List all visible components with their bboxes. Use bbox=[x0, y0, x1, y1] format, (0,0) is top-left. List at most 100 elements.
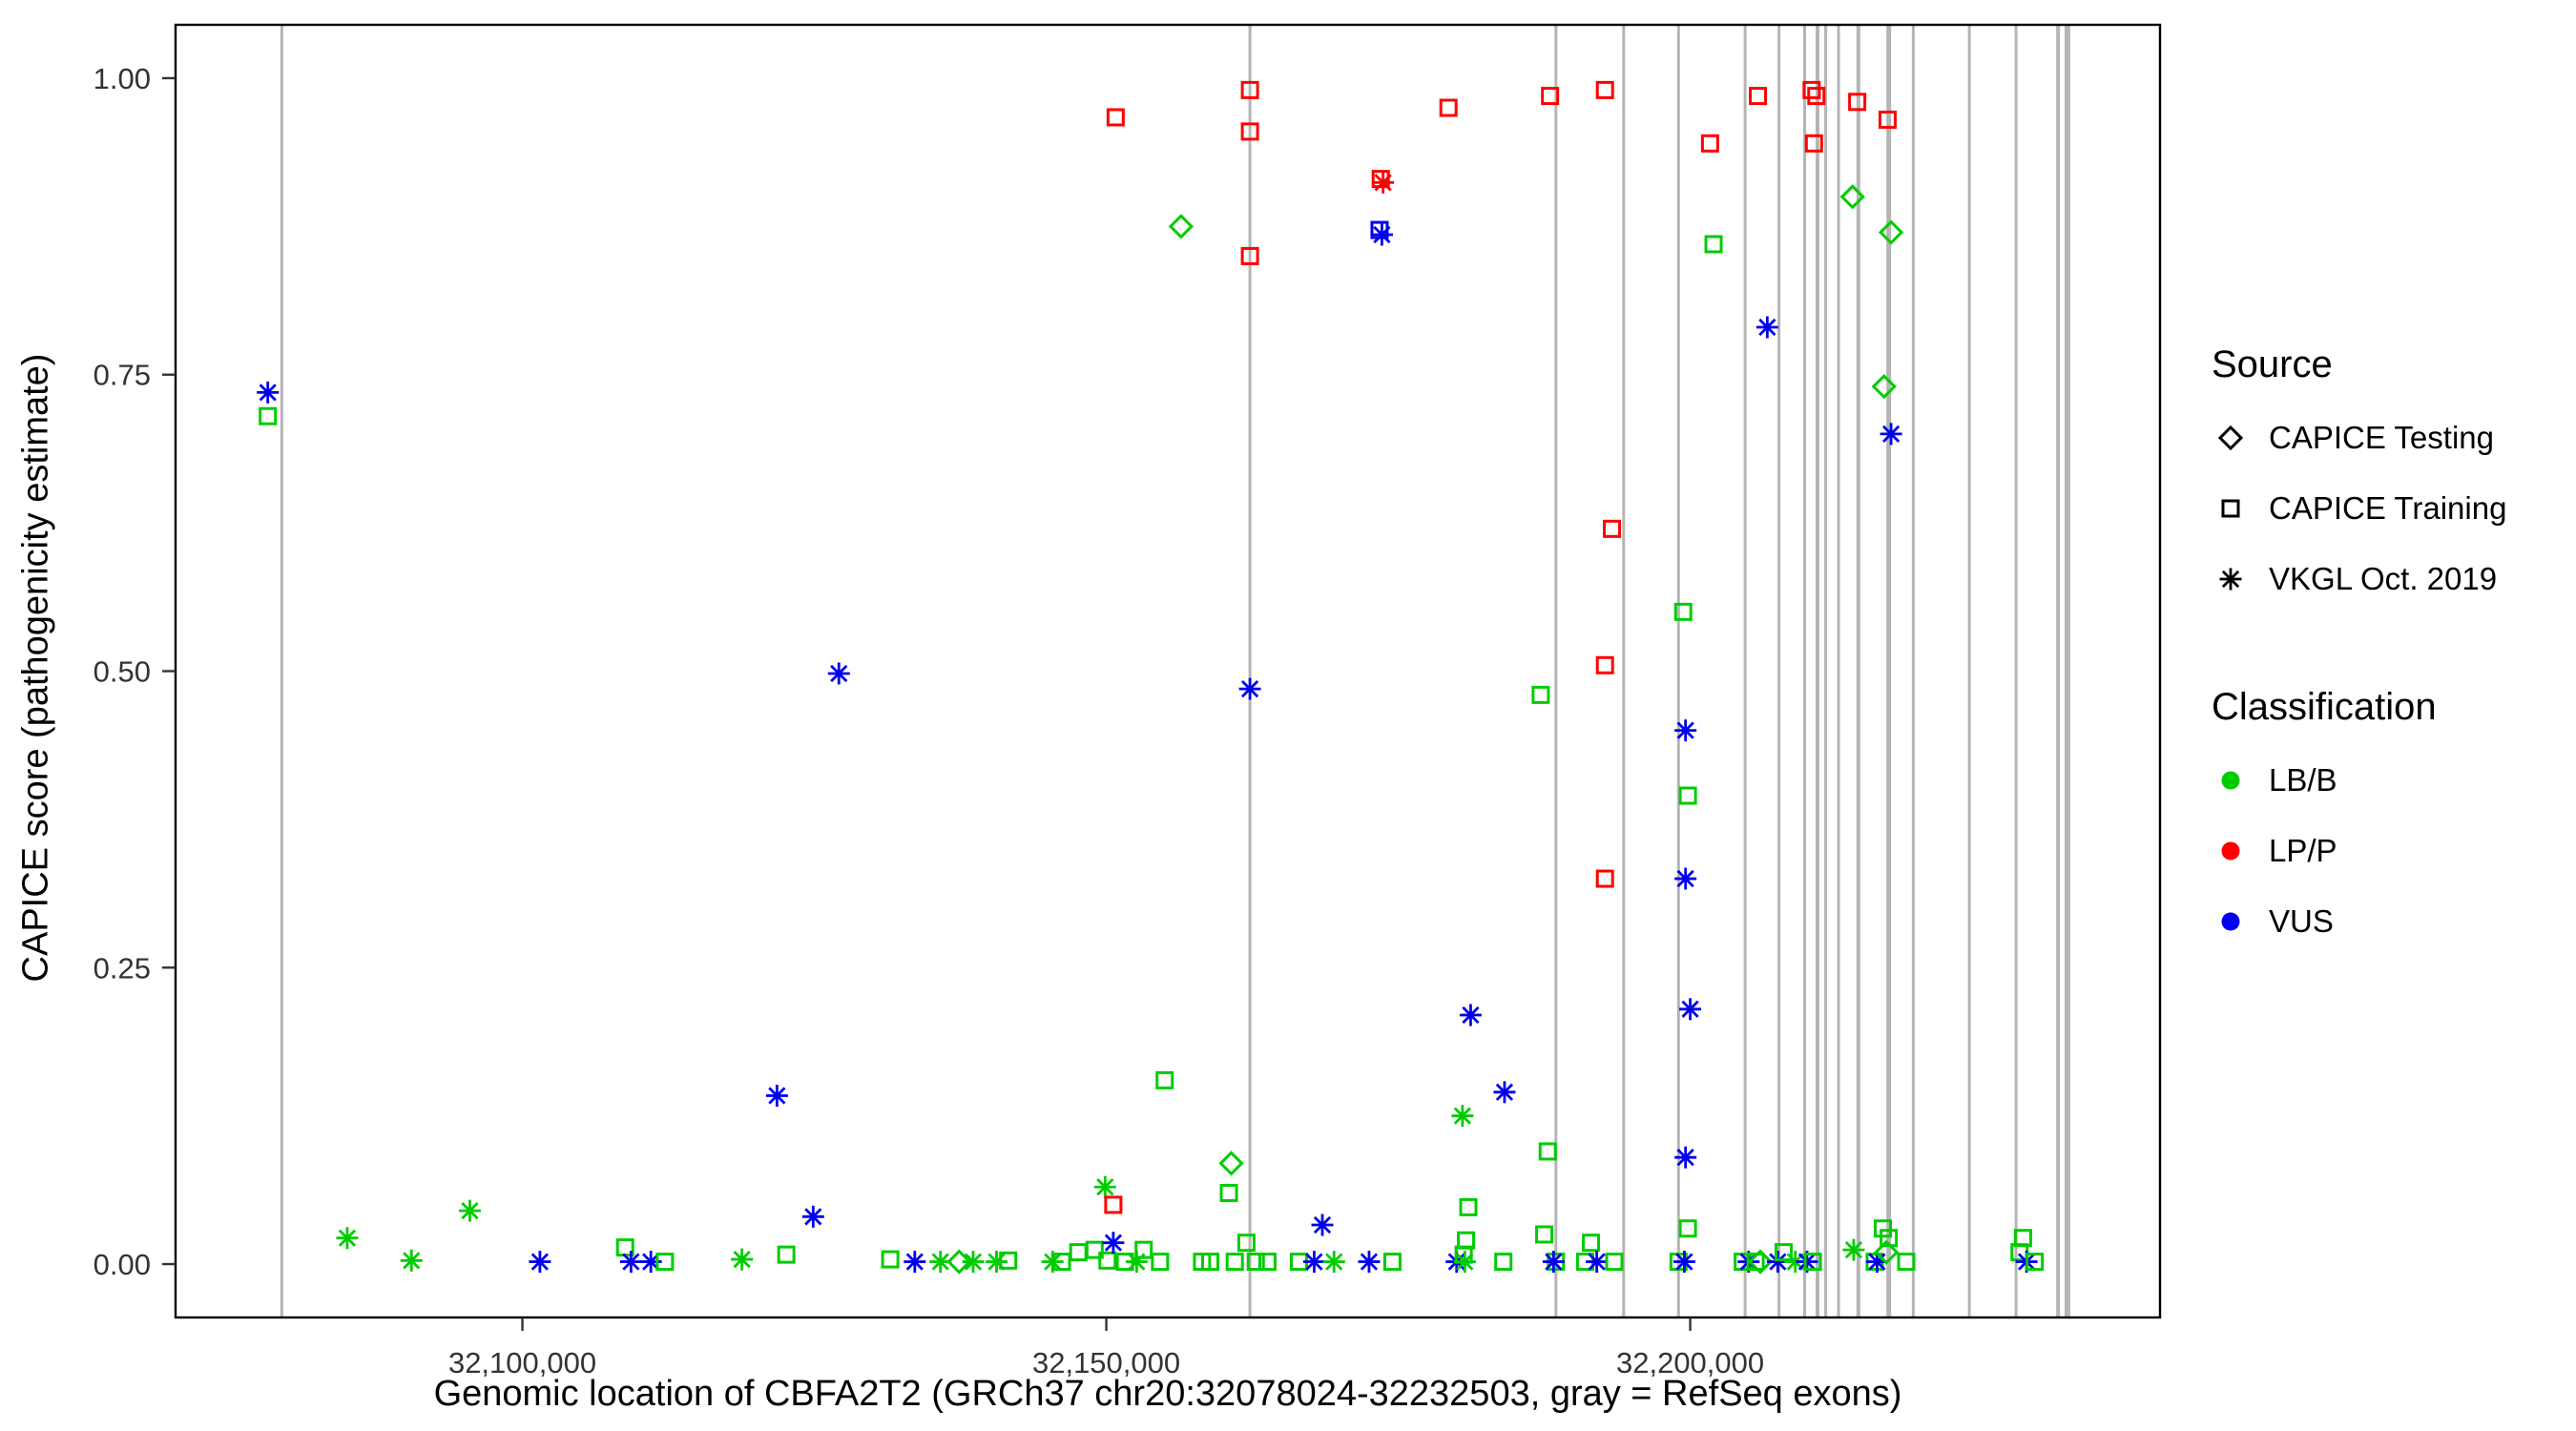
data-point bbox=[259, 406, 278, 425]
data-point bbox=[1678, 1219, 1697, 1238]
legend-item-lbb: LB/B bbox=[2212, 761, 2565, 799]
data-point bbox=[731, 1248, 754, 1271]
data-point bbox=[2221, 841, 2240, 861]
data-point bbox=[1603, 519, 1622, 538]
data-point bbox=[529, 1251, 551, 1274]
data-point bbox=[1102, 1232, 1125, 1255]
data-point bbox=[2221, 771, 2240, 790]
x-axis-title: Genomic location of CBFA2T2 (GRCh37 chr2… bbox=[433, 1374, 1902, 1414]
data-point bbox=[1134, 1240, 1153, 1259]
data-point bbox=[1586, 1251, 1609, 1274]
data-point bbox=[946, 1249, 972, 1275]
data-point bbox=[1382, 1253, 1402, 1272]
data-point bbox=[1155, 1070, 1174, 1089]
blue-dot-icon bbox=[2221, 912, 2240, 931]
data-point bbox=[1804, 134, 1823, 153]
data-point bbox=[1541, 87, 1560, 106]
data-point bbox=[1582, 1234, 1601, 1253]
data-point bbox=[2221, 499, 2240, 518]
y-tick-label: 0.25 bbox=[93, 951, 151, 985]
green-dot-icon bbox=[2221, 771, 2240, 790]
data-point bbox=[801, 1205, 824, 1228]
data-point bbox=[1674, 719, 1697, 742]
data-point bbox=[2013, 1229, 2032, 1248]
legend-item-vus: VUS bbox=[2212, 902, 2565, 941]
legend: Source CAPICE Testing CAPICE Training VK… bbox=[2212, 343, 2565, 973]
data-point bbox=[1098, 1251, 1117, 1270]
diamond-marker-icon bbox=[2217, 425, 2244, 451]
data-point bbox=[1774, 1243, 1793, 1262]
data-point bbox=[2219, 568, 2242, 591]
data-point bbox=[1494, 1253, 1513, 1272]
data-point bbox=[257, 381, 280, 404]
y-tick-label: 1.00 bbox=[93, 62, 151, 95]
data-point bbox=[1052, 1253, 1071, 1272]
data-point bbox=[1302, 1251, 1325, 1274]
data-point bbox=[1200, 1253, 1219, 1272]
data-point bbox=[1459, 1004, 1482, 1027]
data-point bbox=[1240, 246, 1259, 265]
data-point bbox=[1311, 1213, 1334, 1236]
data-point bbox=[1679, 998, 1702, 1021]
legend-item-capice-testing: CAPICE Testing bbox=[2212, 419, 2565, 457]
y-axis-title: CAPICE score (pathogenicity estimate) bbox=[15, 353, 56, 983]
data-point bbox=[458, 1199, 481, 1222]
data-point bbox=[1372, 171, 1395, 194]
legend-item-lpp: LP/P bbox=[2212, 832, 2565, 870]
data-point bbox=[1168, 214, 1195, 239]
data-point bbox=[1085, 1240, 1104, 1259]
legend-item-capice-training: CAPICE Training bbox=[2212, 489, 2565, 528]
data-point bbox=[1897, 1253, 1916, 1272]
data-point bbox=[1878, 219, 1904, 245]
data-point bbox=[1257, 1253, 1277, 1272]
data-point bbox=[2025, 1253, 2045, 1272]
data-point bbox=[1457, 1231, 1476, 1250]
square-marker-icon bbox=[2221, 499, 2240, 518]
data-point bbox=[1218, 1151, 1244, 1176]
data-point bbox=[1803, 1253, 1822, 1272]
data-point bbox=[1358, 1251, 1381, 1274]
data-point bbox=[1839, 184, 1865, 210]
data-point bbox=[1807, 87, 1826, 106]
data-point bbox=[777, 1245, 796, 1264]
data-point bbox=[904, 1251, 926, 1274]
data-point bbox=[1246, 1253, 1265, 1272]
y-tick-label: 0.50 bbox=[93, 655, 151, 689]
data-point bbox=[336, 1227, 359, 1250]
x-tick-label: 32,200,000 bbox=[1616, 1346, 1764, 1379]
data-point bbox=[1219, 1183, 1238, 1202]
legend-source-group: Source CAPICE Testing CAPICE Training VK… bbox=[2212, 343, 2565, 598]
data-point bbox=[1880, 423, 1902, 446]
data-point bbox=[1240, 80, 1259, 99]
x-tick-label: 32,150,000 bbox=[1032, 1346, 1180, 1379]
y-tick-label: 0.75 bbox=[93, 359, 151, 392]
legend-item-label: VUS bbox=[2269, 903, 2334, 939]
data-point bbox=[400, 1249, 423, 1272]
data-point bbox=[2221, 912, 2240, 931]
data-point bbox=[1874, 1239, 1900, 1265]
asterisk-marker-icon bbox=[2219, 568, 2242, 591]
legend-classification-title: Classification bbox=[2212, 686, 2437, 728]
data-point bbox=[1874, 1219, 1893, 1238]
data-point bbox=[1538, 1142, 1557, 1161]
data-point bbox=[1674, 1146, 1697, 1169]
legend-item-label: CAPICE Testing bbox=[2269, 420, 2494, 455]
y-tick-label: 0.00 bbox=[93, 1248, 151, 1281]
data-point bbox=[1871, 374, 1897, 400]
data-point bbox=[1451, 1105, 1474, 1128]
data-point bbox=[1069, 1243, 1088, 1262]
data-point bbox=[1106, 108, 1125, 127]
data-point bbox=[1848, 93, 1867, 112]
legend-item-label: VKGL Oct. 2019 bbox=[2269, 561, 2498, 596]
data-point bbox=[1493, 1081, 1516, 1104]
data-point bbox=[1535, 1225, 1554, 1244]
data-point bbox=[1595, 869, 1614, 888]
data-point bbox=[1880, 1229, 1899, 1248]
data-point bbox=[2217, 425, 2244, 451]
data-point bbox=[1605, 1253, 1624, 1272]
data-point bbox=[1236, 1234, 1256, 1253]
data-point bbox=[827, 662, 850, 685]
legend-item-label: CAPICE Training bbox=[2269, 490, 2507, 526]
panel-border bbox=[174, 23, 2162, 1319]
